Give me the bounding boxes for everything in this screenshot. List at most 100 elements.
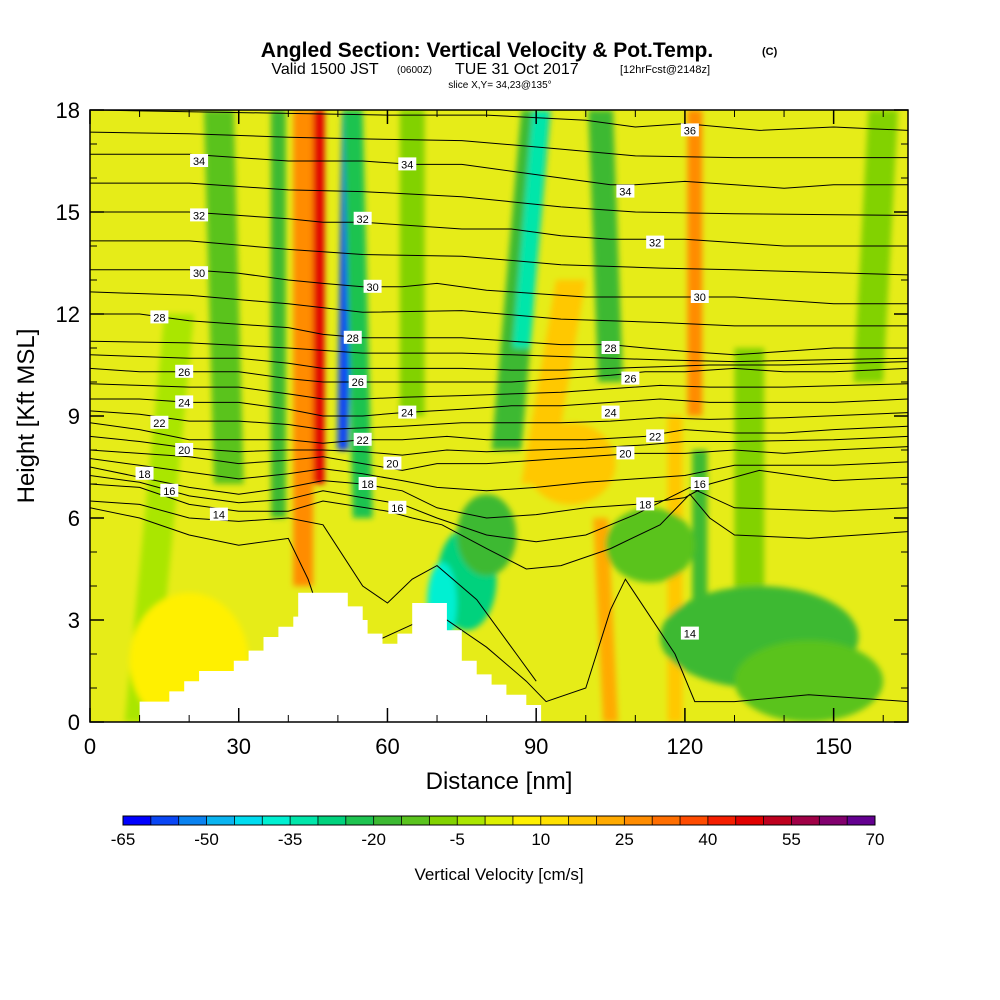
theta-isoline [90,131,908,159]
colorbar-swatch [763,816,792,825]
colorbar-swatch [262,816,291,825]
forecast-info: [12hrFcst@2148z] [620,64,710,76]
contour-label: 22 [646,429,665,443]
colorbar-tick-label: 25 [615,830,634,849]
contour-label-text: 34 [401,159,413,171]
contour-label-text: 16 [391,503,403,515]
theta-contour-labels: 34 34 34 36 32 32 32 30 30 30 28 28 28 26 26 26 24 24 24 22… [135,123,709,641]
contour-label-text: 18 [361,479,373,491]
contour-label: 34 [616,184,635,199]
colorbar-swatch [401,816,430,825]
chart-title-mark: (C) [762,46,778,58]
contour-label-text: 34 [619,187,631,199]
theta-isoline-34 [90,153,908,189]
theta-isolines [90,110,908,703]
colorbar-tick-label: 70 [866,830,885,849]
velocity-cell [734,640,884,722]
contour-label-text: 26 [352,377,364,389]
colorbar-swatch [485,816,514,825]
theta-isoline-30 [90,269,908,305]
colorbar-swatch [317,816,347,825]
x-tick-label: 30 [226,734,250,759]
contour-label: 36 [680,123,699,137]
theta-isoline-16 [90,483,908,570]
contour-label: 32 [190,208,209,222]
contour-label-text: 22 [153,418,165,430]
valid-time: Valid 1500 JST [271,61,379,78]
plot-area: 34 34 34 36 32 32 32 30 30 30 28 28 28 26 26 26 24 24 24 22… [90,110,908,722]
contour-label: 22 [150,415,169,430]
terrain-mask [139,592,542,722]
colorbar: -65 -50 -35 -20 -5 10 25 40 55 70 [111,815,885,849]
x-tick-label: 120 [667,734,704,759]
x-tick-label: 60 [375,734,399,759]
colorbar-swatch [680,816,709,825]
contour-label: 32 [646,235,665,250]
colorbar-swatch [791,816,820,825]
colorbar-tick-label: -5 [450,830,465,849]
y-tick-label: 18 [56,98,80,123]
theta-isoline-22 [90,422,908,444]
contour-label-text: 32 [649,238,661,250]
contour-label: 34 [190,154,209,168]
contour-label: 18 [135,466,154,481]
contour-label: 34 [398,157,417,171]
contour-label-text: 28 [347,333,359,345]
contour-label: 16 [690,477,709,491]
contour-label-text: 34 [193,156,205,168]
colorbar-swatch [178,816,208,825]
contour-label-text: 14 [684,629,696,641]
theta-isoline-18 [90,466,908,519]
contour-label-text: 24 [401,408,413,420]
theta-isoline-24 [90,398,908,417]
y-tick-label: 3 [68,608,80,633]
theta-isoline [90,435,908,456]
theta-isoline-28 [90,313,908,356]
colorbar-swatch [429,816,458,825]
chart-title: Angled Section: Vertical Velocity & Pot.… [261,39,713,62]
valid-date: TUE 31 Oct 2017 [455,61,579,78]
colorbar-tick-label: -20 [361,830,386,849]
contour-label-text: 30 [366,282,378,294]
theta-isoline [90,410,908,431]
contour-label-text: 32 [357,214,369,226]
contour-label: 20 [616,446,635,460]
velocity-cell [605,507,695,583]
contour-label-text: 22 [357,435,369,447]
theta-isoline [90,354,908,371]
colorbar-swatch [123,816,152,825]
colorbar-swatch [735,816,765,825]
contour-label: 18 [636,497,655,511]
velocity-cell [526,422,616,505]
contour-label: 22 [353,432,372,447]
colorbar-tick-label: -65 [111,830,136,849]
colorbar-tick-label: 40 [698,830,717,849]
contour-label: 30 [690,290,709,304]
contour-label-text: 20 [178,445,190,457]
colorbar-tick-label: 10 [531,830,550,849]
contour-label: 30 [363,279,382,294]
x-axis-label: Distance [nm] [426,768,573,795]
velocity-band [734,348,765,620]
contour-label: 24 [601,405,620,420]
contour-label-text: 24 [178,397,190,409]
velocity-band [687,110,703,416]
colorbar-swatch [206,816,235,825]
contour-label-text: 32 [193,210,205,222]
velocity-band [521,280,586,484]
x-tick-label: 90 [524,734,548,759]
colorbar-swatch [819,816,848,825]
theta-isoline-20 [90,446,908,471]
contour-label-text: 28 [604,343,616,355]
theta-isoline [90,500,537,682]
contour-label-text: 26 [178,367,190,379]
velocity-band [204,110,244,484]
theta-isoline [90,458,908,492]
theta-isoline [90,240,908,276]
contour-label: 32 [353,211,372,226]
contour-label: 20 [175,443,194,457]
theta-isoline [90,475,908,543]
colorbar-swatch [624,816,653,825]
contour-label-text: 16 [163,486,175,498]
